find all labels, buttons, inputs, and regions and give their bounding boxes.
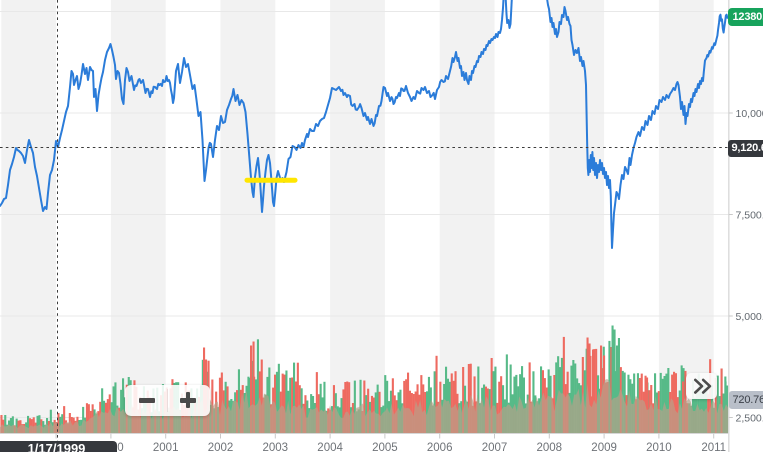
- svg-text:2009: 2009: [591, 442, 617, 452]
- svg-text:2010: 2010: [646, 442, 672, 452]
- svg-text:2001: 2001: [153, 442, 179, 452]
- svg-text:2,500.0: 2,500.0: [736, 412, 763, 424]
- svg-text:2002: 2002: [208, 442, 234, 452]
- svg-text:2008: 2008: [537, 442, 563, 452]
- svg-text:2005: 2005: [372, 442, 398, 452]
- svg-text:5,000.0: 5,000.0: [736, 311, 763, 323]
- svg-text:10,000: 10,000: [736, 108, 763, 120]
- svg-text:2011: 2011: [701, 442, 726, 452]
- svg-text:2006: 2006: [427, 442, 453, 452]
- svg-text:2003: 2003: [263, 442, 289, 452]
- svg-text:2004: 2004: [317, 442, 343, 452]
- svg-text:2007: 2007: [482, 442, 508, 452]
- svg-text:7,500.0: 7,500.0: [736, 209, 763, 221]
